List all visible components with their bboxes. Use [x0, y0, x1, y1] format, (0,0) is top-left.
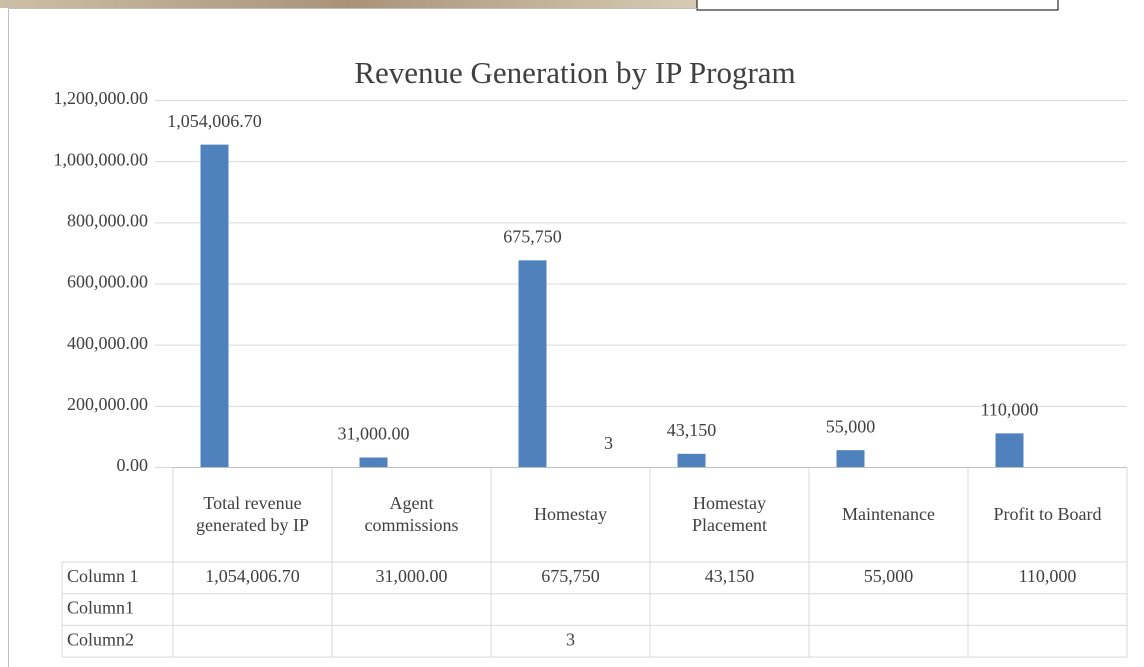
y-tick-label: 200,000.00	[67, 394, 148, 414]
y-tick-label: 800,000.00	[67, 210, 148, 230]
x-tick-label: Homestay	[491, 467, 650, 562]
y-tick-label: 400,000.00	[67, 333, 148, 353]
x-tick-label: Agent commissions	[332, 467, 491, 562]
data-label: 43,150	[667, 420, 717, 440]
table-row-header: Column2	[67, 629, 134, 649]
photo-strip	[0, 0, 697, 8]
chart-title: Revenue Generation by IP Program	[354, 55, 795, 90]
table-cell: 55,000	[864, 566, 914, 586]
table-cell: 43,150	[705, 566, 755, 586]
data-label: 1,054,006.70	[167, 111, 262, 131]
x-tick-label: Maintenance	[809, 467, 968, 562]
table-cell: 110,000	[1019, 566, 1077, 586]
data-label: 31,000.00	[338, 424, 410, 444]
y-tick-label: 0.00	[117, 455, 149, 475]
page: Revenue Generation by IP Program 0.00 200…	[0, 0, 1144, 667]
y-tick-label: 1,000,000.00	[54, 149, 149, 169]
y-tick-label: 600,000.00	[67, 272, 148, 292]
x-tick-label: Profit to Board	[968, 467, 1127, 562]
table-cell: 1,054,006.70	[205, 566, 300, 586]
bar	[201, 145, 229, 467]
data-label: 3	[604, 433, 613, 453]
y-tick-label: 1,200,000.00	[54, 88, 149, 108]
data-label: 55,000	[826, 416, 876, 436]
table-row-header: Column 1	[67, 566, 139, 586]
table-cell: 31,000.00	[376, 566, 448, 586]
bar	[360, 458, 388, 467]
table-cell: 3	[566, 629, 575, 649]
bar	[996, 433, 1024, 467]
data-label: 110,000	[981, 399, 1039, 419]
table-row-header: Column1	[67, 598, 134, 618]
input-box	[697, 0, 1058, 10]
bar	[519, 260, 547, 467]
chart: Revenue Generation by IP Program 0.00 200…	[0, 0, 1144, 667]
x-tick-label: Total revenue generated by IP	[173, 467, 332, 562]
data-label: 675,750	[503, 226, 562, 246]
bar	[837, 450, 865, 467]
table-cell: 675,750	[541, 566, 600, 586]
bar	[678, 454, 706, 467]
x-tick-label: Homestay Placement	[650, 467, 809, 562]
